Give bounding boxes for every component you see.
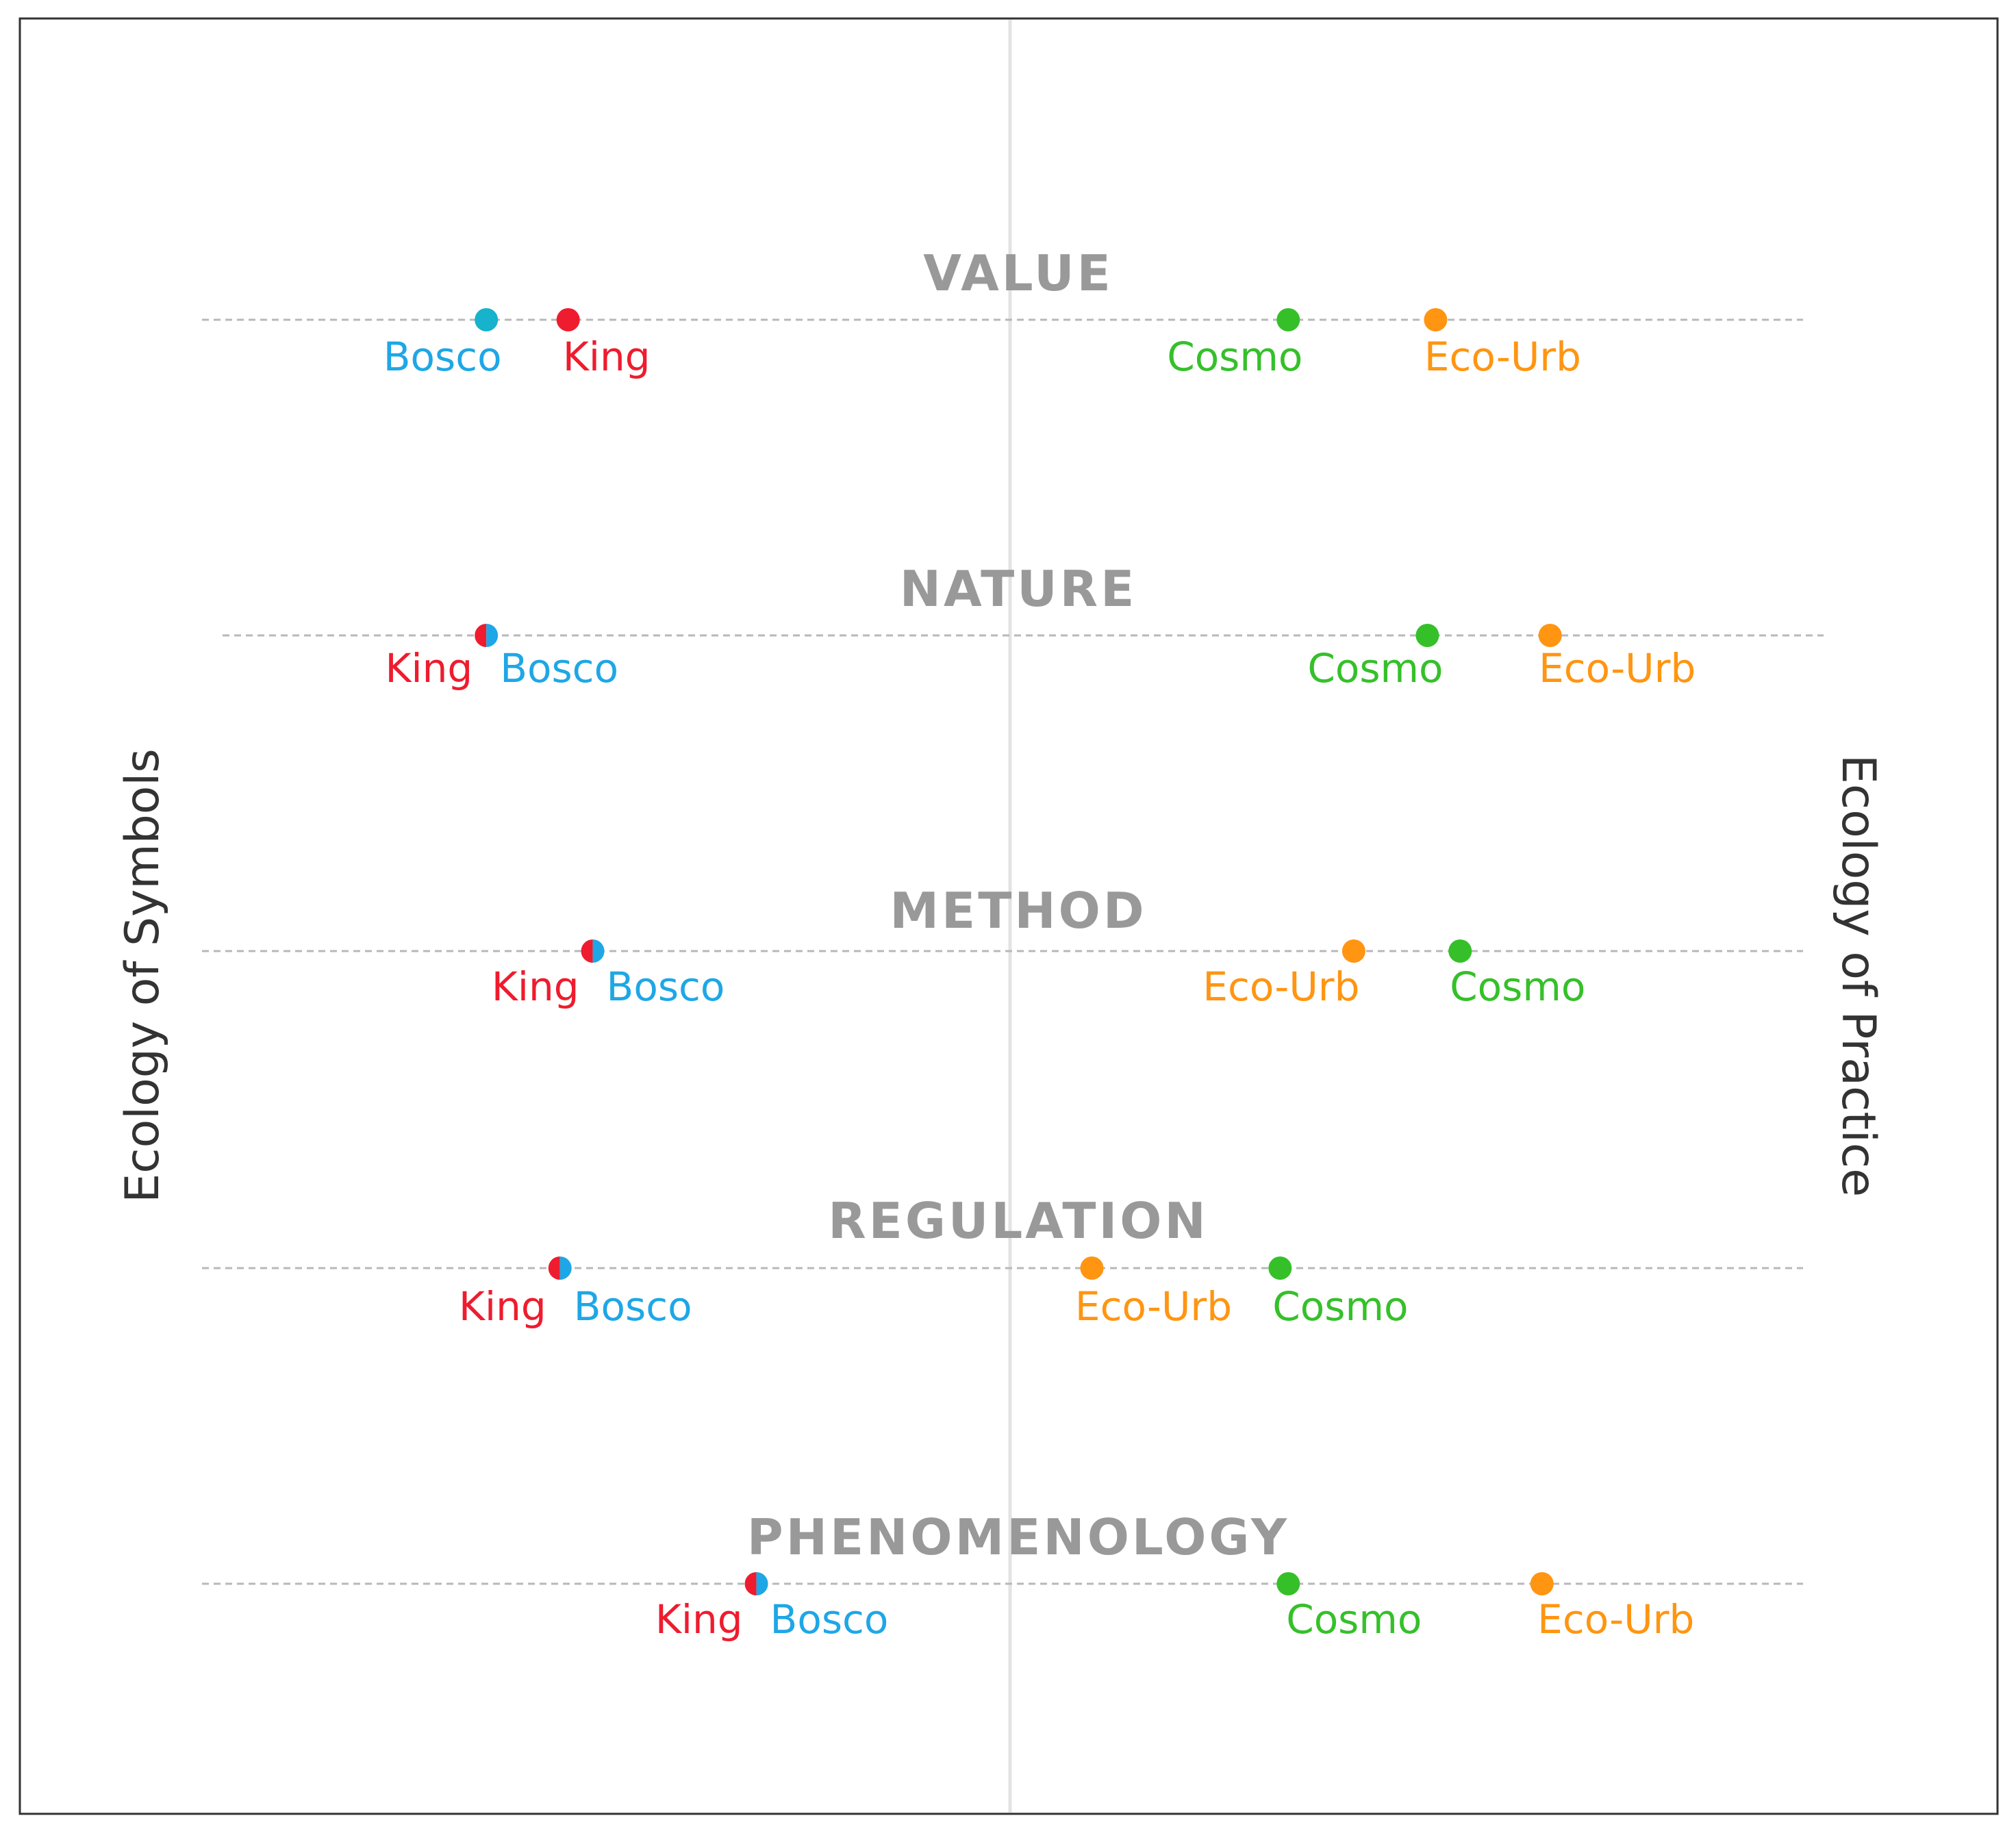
label-bosco: Bosco — [500, 645, 618, 692]
label-bosco: Bosco — [574, 1283, 692, 1330]
dot-king-half — [548, 1256, 560, 1280]
row-title: PHENOMENOLOGY — [747, 1508, 1289, 1566]
rows-layer: VALUE Bosco King Cosmo Eco-Urb NATURE King Bosc… — [202, 244, 1824, 1643]
dot-cosmo — [1276, 308, 1300, 331]
dot-eco-urb — [1080, 1256, 1104, 1280]
label-king: King — [459, 1283, 546, 1330]
split-dot-king-bosco — [475, 624, 499, 647]
label-bosco: Bosco — [607, 963, 725, 1010]
dot-eco-urb — [1530, 1572, 1554, 1595]
dot-eco-urb — [1341, 939, 1365, 963]
dot-bosco — [475, 308, 499, 331]
split-dot-king-bosco — [744, 1572, 768, 1595]
split-dot-king-bosco — [581, 939, 605, 963]
dot-king-half — [581, 939, 593, 963]
label-eco-urb: Eco-Urb — [1539, 645, 1696, 692]
dot-king-half — [475, 624, 487, 647]
dot-cosmo — [1415, 624, 1439, 647]
label-cosmo: Cosmo — [1272, 1283, 1408, 1330]
dot-eco-urb — [1538, 624, 1562, 647]
label-bosco: Bosco — [383, 333, 502, 380]
label-cosmo: Cosmo — [1450, 963, 1585, 1010]
dot-cosmo — [1448, 939, 1472, 963]
dot-cosmo — [1268, 1256, 1292, 1280]
dot-bosco-half — [592, 939, 605, 963]
dot-eco-urb — [1424, 308, 1448, 331]
row-title: METHOD — [890, 882, 1146, 939]
label-cosmo: Cosmo — [1307, 645, 1443, 692]
right-axis-label: Ecology of Practice — [1831, 755, 1885, 1197]
dot-cosmo — [1276, 1572, 1300, 1595]
dot-king — [556, 308, 580, 331]
label-king: King — [655, 1596, 743, 1643]
row-title: NATURE — [900, 560, 1137, 618]
dimension-row: VALUE Bosco King Cosmo Eco-Urb — [202, 244, 1803, 380]
dot-bosco-half — [756, 1572, 768, 1595]
left-axis-label: Ecology of Symbols — [116, 748, 170, 1202]
row-title: VALUE — [923, 244, 1113, 302]
label-cosmo: Cosmo — [1286, 1596, 1422, 1643]
label-eco-urb: Eco-Urb — [1537, 1596, 1694, 1643]
label-king: King — [563, 333, 651, 380]
dot-bosco-half — [559, 1256, 572, 1280]
label-eco-urb: Eco-Urb — [1424, 333, 1581, 380]
dimension-row: REGULATION King Bosco Eco-Urb Cosmo — [202, 1192, 1803, 1330]
label-cosmo: Cosmo — [1167, 333, 1302, 380]
label-eco-urb: Eco-Urb — [1202, 963, 1359, 1010]
row-title: REGULATION — [828, 1192, 1209, 1250]
label-king: King — [385, 645, 473, 692]
split-dot-king-bosco — [548, 1256, 572, 1280]
label-bosco: Bosco — [770, 1596, 889, 1643]
dimension-row: NATURE King Bosco Cosmo Eco-Urb — [223, 560, 1824, 692]
label-eco-urb: Eco-Urb — [1075, 1283, 1232, 1330]
label-king: King — [492, 963, 579, 1010]
dot-king-half — [744, 1572, 757, 1595]
dimension-row: METHOD King Bosco Eco-Urb Cosmo — [202, 882, 1803, 1010]
dot-bosco-half — [486, 624, 499, 647]
